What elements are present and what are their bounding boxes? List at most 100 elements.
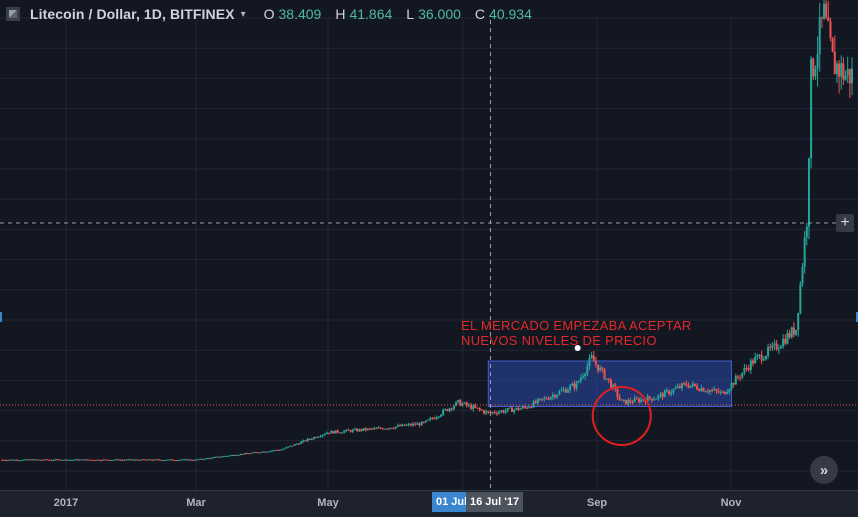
candle-body xyxy=(112,459,115,461)
candle-body xyxy=(450,408,453,410)
candle-body xyxy=(476,407,479,409)
candle-body xyxy=(629,400,632,403)
add-alert-plus-icon[interactable]: + xyxy=(836,214,854,232)
candle-body xyxy=(371,428,374,430)
candle-body xyxy=(379,427,382,429)
candle-body xyxy=(56,459,59,461)
candle-body xyxy=(584,373,587,377)
candle-body xyxy=(803,237,806,267)
candle-body xyxy=(175,460,178,462)
candle-body xyxy=(571,383,574,386)
candle-body xyxy=(179,459,182,461)
candles xyxy=(1,0,853,462)
candle-body xyxy=(446,409,449,411)
symbol-icon xyxy=(6,7,20,21)
x-tick-label: Sep xyxy=(586,497,608,509)
candle-body xyxy=(752,360,755,364)
candle-body xyxy=(698,389,701,391)
symbol-title[interactable]: Litecoin / Dollar, 1D, BITFINEX xyxy=(30,6,235,22)
candle-body xyxy=(46,459,49,461)
candle-body xyxy=(566,389,569,393)
candle-body xyxy=(145,459,148,461)
candle-body xyxy=(282,448,285,450)
candle-body xyxy=(381,428,384,430)
chevron-down-icon[interactable]: ▾ xyxy=(240,8,246,20)
annotation-anchor[interactable] xyxy=(574,345,581,351)
candle-body xyxy=(799,284,802,314)
candle-body xyxy=(194,459,197,461)
candle-body xyxy=(771,344,774,349)
candle-body xyxy=(805,226,808,238)
open-value: 38.409 xyxy=(278,6,322,22)
candle-body xyxy=(130,459,133,461)
candle-body xyxy=(739,377,742,379)
candle-body xyxy=(330,431,333,434)
candle-body xyxy=(452,405,455,410)
close-value: 40.934 xyxy=(489,6,532,22)
candle-body xyxy=(328,432,331,434)
candle-body xyxy=(22,459,25,461)
candle-body xyxy=(678,386,681,389)
candle-body xyxy=(24,459,27,461)
candle-body xyxy=(700,387,703,391)
candle-body xyxy=(218,456,221,458)
candle-body xyxy=(323,434,326,436)
candle-body xyxy=(493,412,496,414)
candle-body xyxy=(663,390,666,398)
price-range-box[interactable] xyxy=(487,360,732,407)
candle-body xyxy=(420,421,423,426)
candle-body xyxy=(108,459,111,461)
candle-body xyxy=(734,376,737,385)
candle-body xyxy=(594,361,597,365)
candle-body xyxy=(526,407,529,409)
candle-body xyxy=(642,399,645,401)
annotation-line-2: NUEVOS NIVELES DE PRECIO xyxy=(461,333,657,348)
candle-body xyxy=(506,408,509,411)
scroll-to-realtime-button[interactable]: » xyxy=(810,456,838,484)
candle-body xyxy=(201,458,204,460)
candle-body xyxy=(110,460,113,462)
candle-body xyxy=(530,407,533,409)
candle-body xyxy=(360,429,363,431)
candle-body xyxy=(377,427,380,429)
candle-body xyxy=(412,423,415,426)
candle-body xyxy=(396,425,399,427)
candle-body xyxy=(543,397,546,399)
candle-body xyxy=(797,313,800,330)
candle-body xyxy=(246,453,249,455)
candle-body xyxy=(833,51,836,75)
candle-body xyxy=(190,459,193,461)
candle-body xyxy=(171,459,173,461)
candle-body xyxy=(672,389,675,393)
candle-body xyxy=(706,391,709,393)
candle-body xyxy=(820,17,823,19)
support-circle[interactable] xyxy=(591,386,652,446)
candle-body xyxy=(69,459,72,461)
candle-body xyxy=(814,68,817,77)
candle-body xyxy=(812,58,815,77)
candle-body xyxy=(224,455,227,457)
candle-body xyxy=(556,394,559,398)
candle-body xyxy=(498,411,501,414)
candle-body xyxy=(407,424,410,426)
candle-body xyxy=(573,383,576,389)
candle-body xyxy=(9,459,12,461)
candle-body xyxy=(644,400,647,402)
candle-body xyxy=(166,459,169,461)
candle-body xyxy=(631,402,634,404)
candle-body xyxy=(827,17,830,22)
candle-body xyxy=(272,450,275,452)
candle-body xyxy=(657,395,660,399)
chart-annotation[interactable]: EL MERCADO EMPEZABA ACEPTAR NUEVOS NIVEL… xyxy=(461,318,692,348)
candle-body xyxy=(541,398,544,400)
candle-body xyxy=(427,419,430,421)
candle-body xyxy=(211,457,214,459)
candle-body xyxy=(403,424,406,426)
candle-body xyxy=(319,436,322,438)
candle-body xyxy=(554,395,557,398)
candle-body xyxy=(416,423,419,425)
candle-body xyxy=(276,449,279,451)
time-axis[interactable] xyxy=(0,490,858,517)
symbol-legend[interactable]: Litecoin / Dollar, 1D, BITFINEX ▾ O 38.4… xyxy=(6,4,538,24)
